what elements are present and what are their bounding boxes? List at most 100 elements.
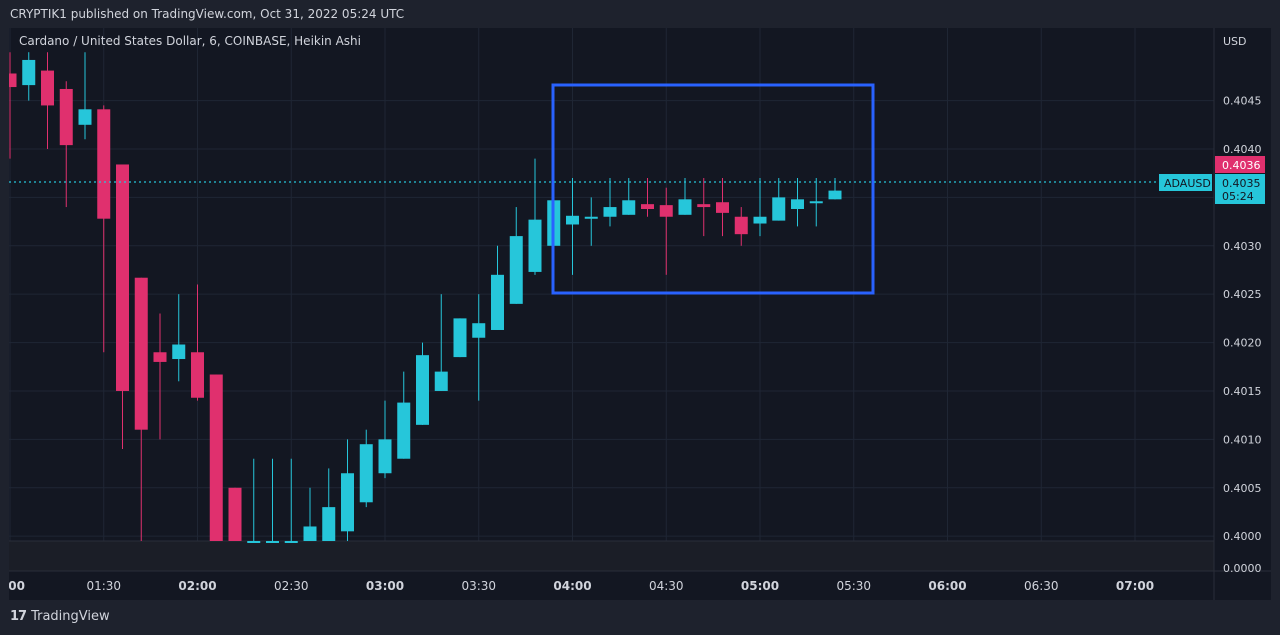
candle[interactable] (22, 52, 36, 101)
candle-body (734, 216, 748, 235)
time-tick-label: 04:30 (649, 579, 684, 593)
candle[interactable] (678, 178, 692, 215)
candle[interactable] (322, 468, 336, 541)
candle[interactable] (528, 158, 542, 275)
candle[interactable] (734, 207, 748, 246)
candle[interactable] (659, 187, 673, 275)
candle[interactable] (622, 178, 636, 215)
candle[interactable] (359, 429, 373, 508)
candle[interactable] (472, 294, 486, 401)
candle-body (584, 216, 598, 219)
candle-body (172, 344, 186, 360)
price-tags: 0.4036 0.4035 05:24 ADAUSD (1159, 156, 1265, 204)
candle[interactable] (753, 178, 767, 237)
lower-pane-value: 0.0000 (1223, 562, 1262, 575)
time-tick-label: 06:30 (1024, 579, 1059, 593)
candle[interactable] (134, 277, 148, 541)
candle-body (341, 473, 354, 532)
candle[interactable] (491, 245, 504, 330)
candle[interactable] (116, 164, 129, 450)
last-price-tag (1215, 174, 1265, 204)
candle[interactable] (209, 374, 223, 541)
symbol-tag (1159, 174, 1212, 191)
candle[interactable] (303, 487, 317, 541)
candle-body (78, 109, 92, 125)
candle[interactable] (9, 52, 17, 159)
price-axis[interactable]: 0.4045 0.4040 0.4035 0.4030 0.4025 0.4020 0.40… (1223, 95, 1262, 544)
candle-body (247, 541, 261, 543)
time-tick-label: 02:00 (178, 579, 216, 593)
candle[interactable] (153, 313, 167, 440)
candle[interactable] (791, 178, 804, 227)
candle-body (416, 355, 429, 425)
time-tick-label: 03:00 (366, 579, 404, 593)
candle[interactable] (566, 178, 579, 275)
candle-body (359, 444, 373, 503)
candle[interactable] (97, 105, 111, 353)
candle-body (378, 439, 392, 474)
candle-body (228, 487, 242, 541)
candle[interactable] (809, 178, 823, 227)
candle[interactable] (716, 178, 729, 237)
price-tick-label: 0.4005 (1223, 482, 1262, 495)
candle-body (491, 274, 504, 330)
candle-body (809, 201, 823, 204)
tradingview-brand[interactable]: 17 TradingView (10, 609, 110, 624)
candle[interactable] (78, 52, 92, 140)
candle[interactable] (341, 439, 354, 541)
time-tick-label: 04:00 (553, 579, 591, 593)
candle[interactable] (191, 284, 204, 401)
price-tick-label: 0.4020 (1223, 337, 1262, 350)
time-tick-label: 1:00 (9, 579, 25, 593)
candle[interactable] (266, 458, 279, 543)
candle-body (266, 541, 279, 543)
candle-body (828, 190, 842, 200)
candle-body (209, 374, 223, 541)
publish-header: CRYPTIK1 published on TradingView.com, O… (0, 0, 1280, 28)
footer: 17 TradingView (0, 600, 1280, 635)
candle[interactable] (584, 197, 598, 246)
candlestick-chart[interactable]: Cardano / United States Dollar, 6, COINB… (9, 28, 1271, 600)
candle[interactable] (284, 458, 298, 543)
brand-name: TradingView (31, 609, 110, 624)
candle[interactable] (228, 487, 242, 541)
candle[interactable] (509, 207, 523, 304)
price-tick-label: 0.4030 (1223, 240, 1262, 253)
candle[interactable] (453, 318, 467, 358)
time-tick-label: 06:00 (928, 579, 966, 593)
bar-countdown: 05:24 (1222, 190, 1254, 203)
high-price-tag (1215, 156, 1265, 173)
candle[interactable] (172, 294, 186, 382)
candle-body (303, 526, 317, 541)
candle[interactable] (772, 178, 786, 221)
lower-pane (9, 540, 1271, 572)
candle[interactable] (397, 371, 411, 459)
price-tick-label: 0.4045 (1223, 95, 1262, 108)
time-tick-label: 01:30 (86, 579, 121, 593)
candle-body (397, 402, 411, 459)
candle-body (791, 199, 804, 210)
chart-frame[interactable]: Cardano / United States Dollar, 6, COINB… (9, 28, 1271, 600)
candle-body (284, 541, 298, 543)
candle[interactable] (59, 81, 73, 208)
time-tick-label: 07:00 (1116, 579, 1154, 593)
candle[interactable] (434, 294, 448, 391)
tradingview-logo-icon: 17 (10, 609, 27, 624)
candle[interactable] (378, 400, 392, 479)
candle[interactable] (41, 52, 54, 149)
time-tick-label: 03:30 (461, 579, 496, 593)
candle-body (566, 215, 579, 225)
candle[interactable] (247, 458, 261, 543)
candle-body (678, 199, 692, 215)
candle-body (191, 352, 204, 398)
price-tick-label: 0.4025 (1223, 288, 1262, 301)
candle[interactable] (641, 178, 654, 217)
candle[interactable] (697, 178, 711, 237)
time-axis[interactable]: 1:00 01:30 02:00 02:30 03:00 03:30 04:00 04:30 0… (9, 579, 1154, 593)
candle-body (41, 70, 54, 106)
candle-body (753, 216, 767, 224)
candle[interactable] (603, 178, 617, 227)
high-price-label: 0.4036 (1222, 159, 1261, 172)
candle[interactable] (416, 342, 429, 425)
candle-body (697, 204, 711, 208)
